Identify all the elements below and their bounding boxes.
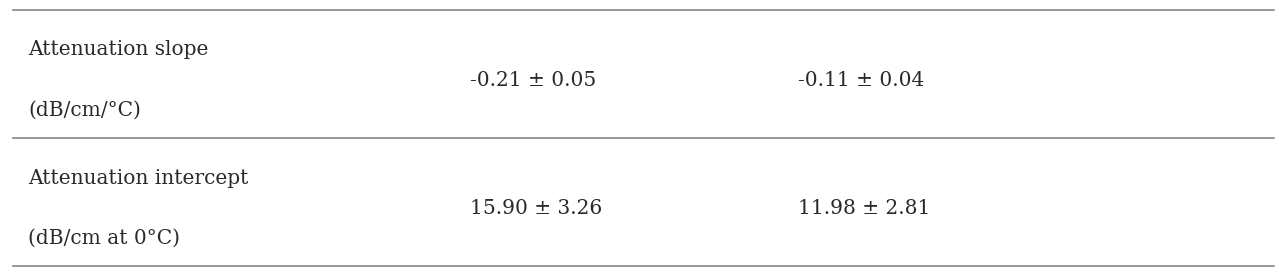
Text: -0.21 ± 0.05: -0.21 ± 0.05 — [470, 71, 596, 89]
Text: (dB/cm/°C): (dB/cm/°C) — [28, 101, 142, 120]
Text: Attenuation slope: Attenuation slope — [28, 40, 208, 59]
Text: (dB/cm at 0°C): (dB/cm at 0°C) — [28, 229, 180, 248]
Text: -0.11 ± 0.04: -0.11 ± 0.04 — [798, 71, 924, 89]
Text: 15.90 ± 3.26: 15.90 ± 3.26 — [470, 199, 602, 218]
Text: 11.98 ± 2.81: 11.98 ± 2.81 — [798, 199, 931, 218]
Text: Attenuation intercept: Attenuation intercept — [28, 169, 248, 187]
